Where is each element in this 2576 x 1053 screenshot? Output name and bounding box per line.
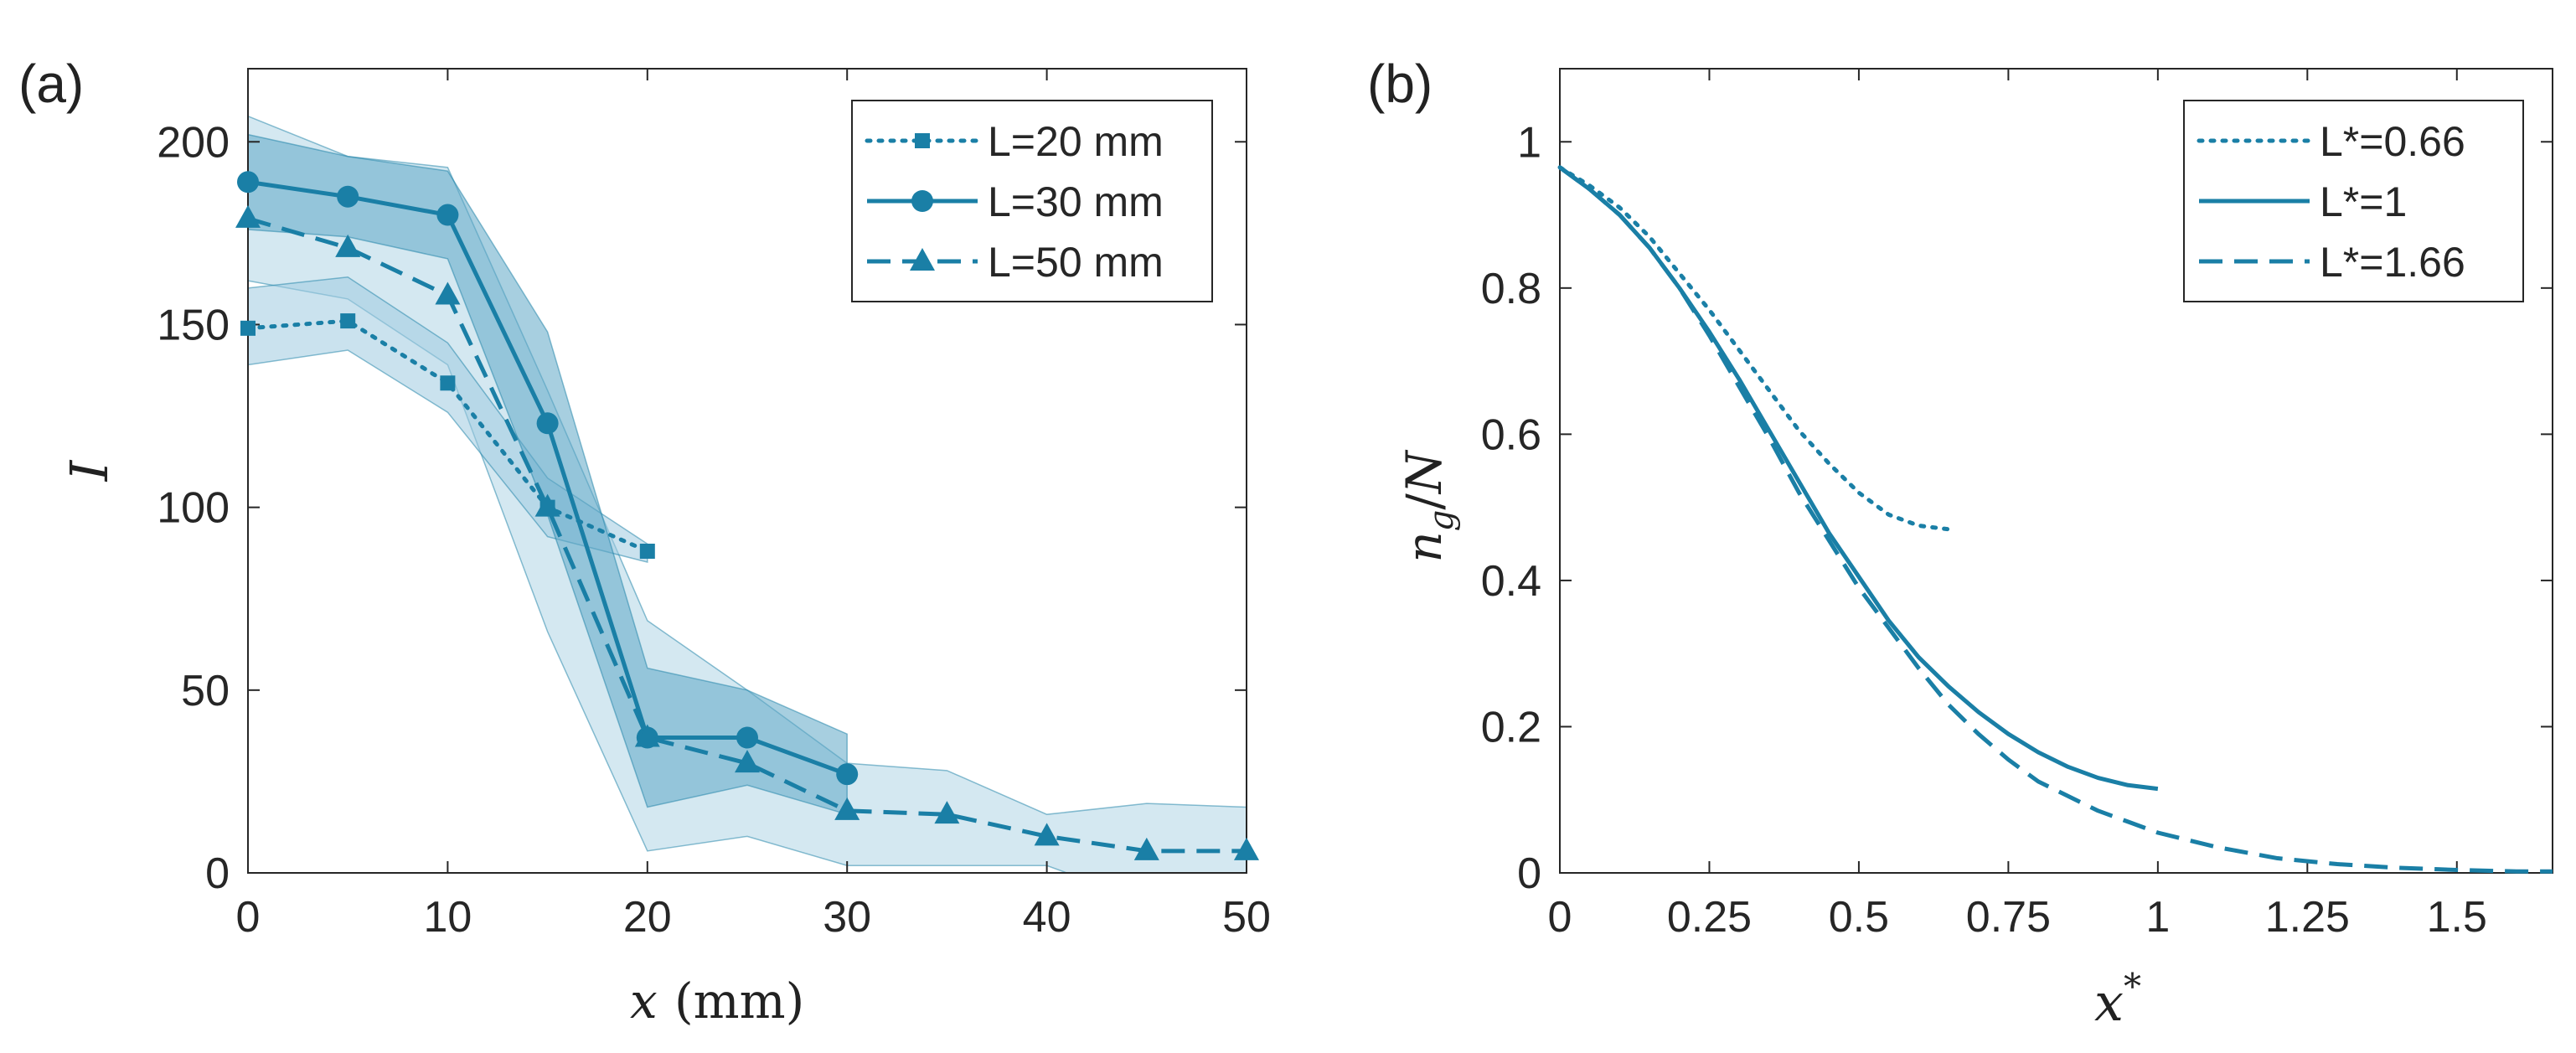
x-tick-label: 0: [1548, 893, 1572, 942]
legend-marker: [910, 248, 935, 271]
panel-a-xlabel-variable: x: [630, 973, 658, 1030]
data-point: [834, 797, 860, 820]
data-point: [340, 313, 356, 329]
x-tick-label: 40: [1023, 893, 1071, 942]
panel-b: (b) 0 0.25 0.5 0.75 1 1.25 1.5 0 0.2 0.4 0.6 0.8 1 x…: [1367, 54, 2553, 1033]
legend-label: L*=1: [2320, 178, 2407, 225]
x-tick-label: 1.5: [2427, 893, 2487, 942]
panel-a-axes: [247, 68, 1247, 874]
y-tick-label: 150: [157, 301, 230, 349]
panel-a-xlabel-unit: (mm): [674, 973, 804, 1030]
plot-frame: [247, 68, 1247, 874]
legend-marker: [915, 133, 930, 148]
panel-b-xlabel: x*: [2094, 966, 2141, 1033]
x-tick-label: 1: [2145, 893, 2170, 942]
panel-b-tick-labels: 0 0.25 0.5 0.75 1 1.25 1.5 0 0.2 0.4 0.6 0.8 1: [1481, 118, 2487, 942]
data-point: [240, 320, 256, 336]
panel-b-axes: [1559, 68, 2553, 874]
y-tick-label: 0.8: [1481, 265, 1541, 313]
data-point: [435, 281, 461, 305]
x-tick-label: 10: [423, 893, 472, 942]
series-line: [1558, 165, 2159, 792]
x-tick-label: 20: [623, 893, 672, 942]
x-tick-label: 0: [236, 893, 261, 942]
data-point: [235, 204, 261, 228]
panel-b-ylabel: ng/N: [1396, 449, 1461, 563]
data-point: [634, 724, 660, 747]
data-point: [440, 375, 456, 391]
legend-label: L=50 mm: [988, 239, 1164, 286]
y-tick-label: 200: [157, 118, 230, 167]
data-point: [237, 171, 259, 194]
y-tick-label: 0.6: [1481, 410, 1541, 459]
panel-a-series: [235, 171, 1259, 860]
panel-a-ylabel: I: [59, 459, 120, 482]
panel-b-series: [1557, 165, 2553, 874]
data-point: [1234, 837, 1259, 860]
data-point: [1133, 837, 1159, 860]
y-tick-label: 100: [157, 484, 230, 533]
y-tick-label: 0: [1517, 849, 1541, 898]
data-point: [534, 493, 560, 517]
series-line: [1558, 165, 2553, 874]
x-tick-label: 0.5: [1829, 893, 1889, 942]
panel-b-label: (b): [1367, 54, 1433, 114]
y-tick-label: 0: [205, 849, 230, 898]
legend-label: L=20 mm: [988, 118, 1164, 165]
y-tick-label: 0.2: [1481, 703, 1541, 751]
data-point: [337, 185, 359, 208]
x-tick-label: 1.25: [2265, 893, 2350, 942]
legend-label: L=30 mm: [988, 178, 1164, 225]
panel-a-legend: L=20 mm L=30 mm L=50 mm: [851, 100, 1213, 302]
y-tick-label: 50: [181, 667, 230, 715]
y-tick-label: 0.4: [1481, 557, 1541, 606]
panel-a-label: (a): [18, 54, 84, 114]
panel-a: (a) 0 10 20 30 40 50 0 50 100 150 200 x (mm) I L=2…: [18, 54, 1271, 1030]
data-point: [736, 726, 758, 749]
data-point: [436, 204, 459, 226]
x-tick-label: 30: [823, 893, 871, 942]
x-tick-label: 0.25: [1667, 893, 1752, 942]
data-point: [1034, 823, 1060, 846]
legend-label: L*=1.66: [2320, 239, 2465, 286]
series-line: [247, 216, 1247, 854]
panel-a-bands: [248, 115, 1247, 873]
plot-frame: [1559, 68, 2553, 874]
x-tick-label: 0.75: [1966, 893, 2051, 942]
series-line: [1557, 165, 1951, 532]
data-point: [639, 544, 655, 559]
data-point: [735, 750, 760, 773]
panel-a-tick-labels: 0 10 20 30 40 50 0 50 100 150 200: [157, 118, 1271, 942]
panel-b-legend: L*=0.66 L*=1 L*=1.66: [2183, 100, 2524, 302]
data-point: [536, 412, 559, 435]
data-point: [335, 234, 361, 257]
legend-label: L*=0.66: [2320, 118, 2465, 165]
y-tick-label: 1: [1517, 118, 1541, 167]
data-point: [934, 801, 960, 824]
x-tick-label: 50: [1222, 893, 1271, 942]
data-point: [836, 763, 859, 786]
error-band: [248, 133, 848, 816]
legend-marker: [911, 190, 933, 212]
